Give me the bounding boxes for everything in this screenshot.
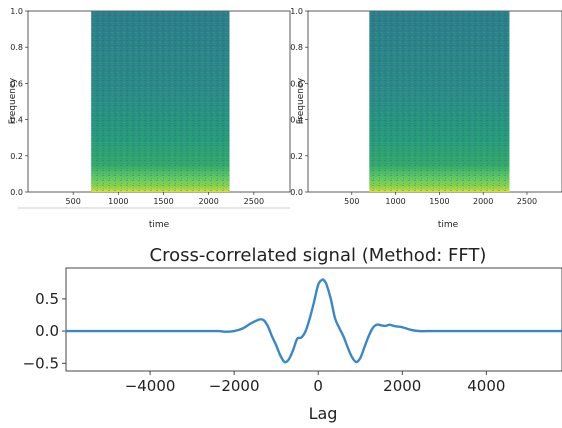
y-tick-label: 0.6	[10, 79, 23, 88]
x-axis-label: time	[438, 220, 459, 230]
x-tick-label: 1000	[385, 197, 405, 206]
y-tick-label: 0.4	[10, 116, 23, 125]
y-tick-label: 0.8	[290, 43, 303, 52]
y-tick-label: 0.6	[290, 79, 303, 88]
chart-title: Cross-correlated signal (Method: FFT)	[150, 245, 487, 266]
x-tick-label: 2000	[383, 377, 421, 395]
x-tick-label: 2500	[517, 197, 537, 206]
x-tick-label: 1500	[429, 197, 449, 206]
y-tick-label: 0.0	[35, 322, 59, 340]
spectrogram-texture	[91, 11, 230, 192]
spectrogram-texture	[369, 11, 510, 192]
y-tick-label: 0.5	[35, 290, 59, 308]
x-tick-label: 500	[344, 197, 359, 206]
x-axis-label: time	[149, 220, 170, 230]
x-tick-label: 2500	[244, 197, 264, 206]
x-tick-label: −2000	[209, 377, 260, 395]
x-tick-label: 2000	[473, 197, 493, 206]
plot-frame	[65, 267, 562, 372]
series-line	[64, 278, 562, 364]
x-tick-label: 4000	[467, 377, 505, 395]
x-tick-label: 2000	[199, 197, 219, 206]
spectrogram-left: 500 1000 1500 2000 2500 0.0 0.2 0.4 0.6 0.8 1.0 F…	[8, 7, 291, 230]
x-axis-label: Lag	[309, 404, 338, 423]
y-tick-label: 1.0	[10, 7, 23, 16]
y-axis-label: Frequency	[8, 77, 18, 124]
y-tick-label: 0.2	[290, 152, 303, 161]
x-tick-label: 500	[66, 197, 81, 206]
y-tick-label: −0.5	[23, 354, 59, 372]
x-tick-label: 1000	[108, 197, 128, 206]
y-tick-label: 0.8	[10, 43, 23, 52]
spectrogram-right: 500 1000 1500 2000 2500 0.0 0.2 0.4 0.6 0.8 1.0 F…	[290, 7, 562, 230]
x-tick-label: −4000	[125, 377, 176, 395]
y-axis-label: Frequency	[296, 77, 306, 124]
x-tick-label: 1500	[153, 197, 173, 206]
y-tick-label: 0.0	[10, 188, 23, 197]
y-tick-label: 1.0	[290, 7, 303, 16]
y-tick-label: 0.0	[290, 188, 303, 197]
cross-correlation-chart: Cross-correlated signal (Method: FFT) −4…	[23, 245, 562, 423]
x-tick-label: 0	[313, 377, 323, 395]
y-tick-label: 0.4	[290, 116, 303, 125]
y-tick-label: 0.2	[10, 152, 23, 161]
